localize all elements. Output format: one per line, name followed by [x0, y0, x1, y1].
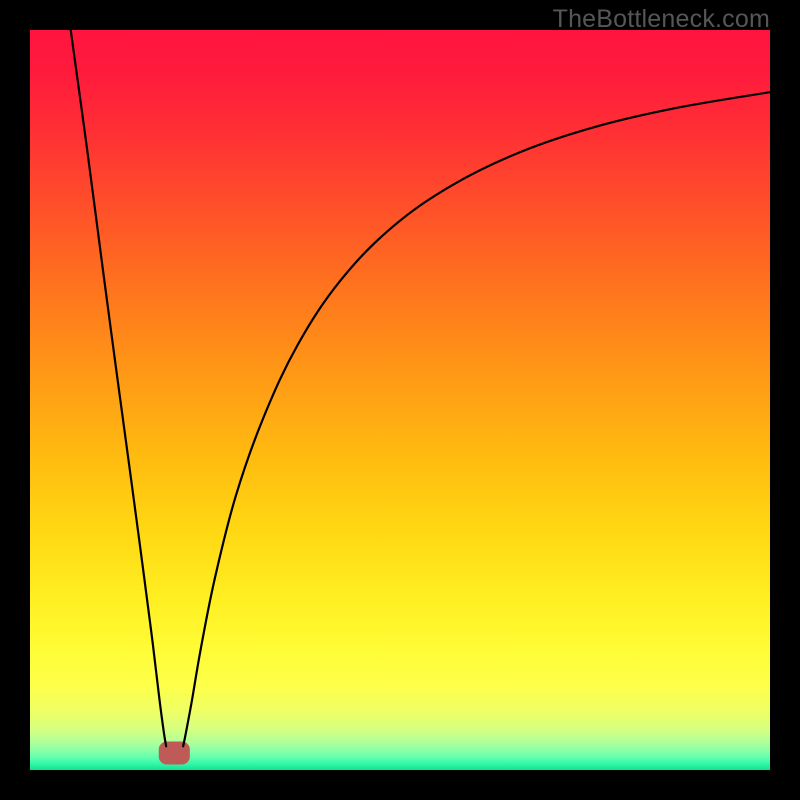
curve-left-branch	[71, 30, 166, 746]
curve-layer	[0, 0, 800, 800]
curve-right-branch	[183, 92, 770, 746]
min-marker	[159, 742, 190, 765]
watermark-text: TheBottleneck.com	[553, 5, 770, 34]
